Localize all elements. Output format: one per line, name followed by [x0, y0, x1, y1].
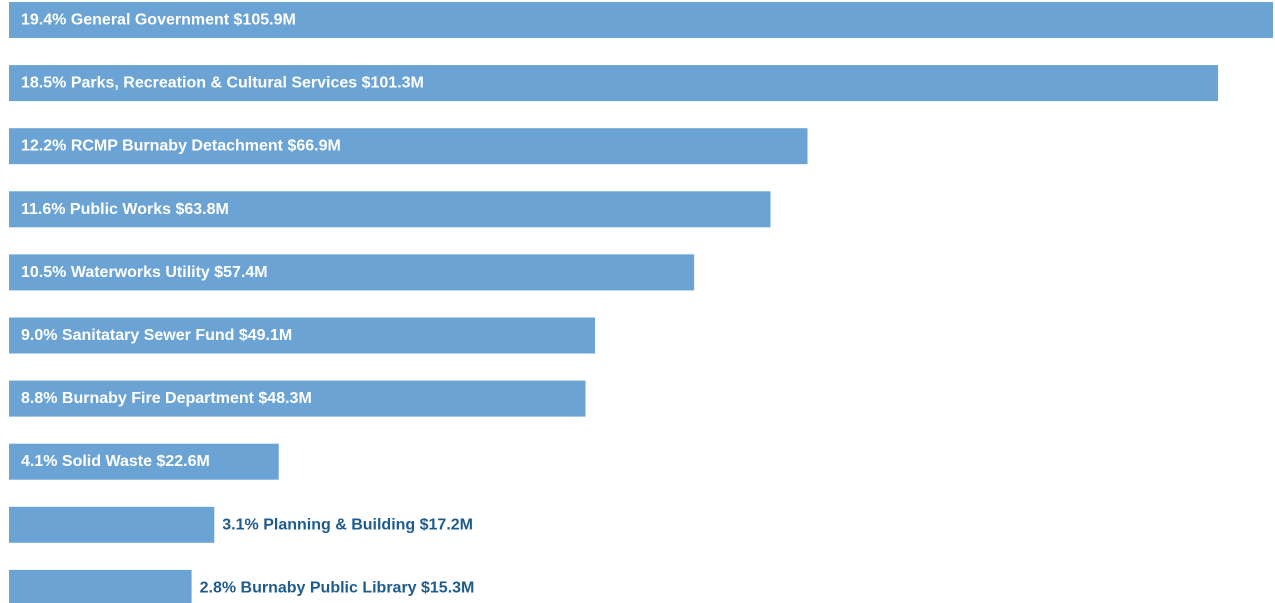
bar-label-10: 2.8% Burnaby Public Library $15.3M [200, 579, 475, 596]
bar-label-9: 3.1% Planning & Building $17.2M [222, 516, 473, 533]
bar-5 [9, 254, 695, 291]
bar-2 [9, 65, 1219, 102]
bar-3 [9, 128, 808, 165]
bar-label-2: 18.5% Parks, Recreation & Cultural Servi… [21, 75, 424, 92]
bar-label-4: 11.6% Public Works $63.8M [21, 201, 229, 218]
bar-6 [9, 317, 596, 354]
bar-label-5: 10.5% Waterworks Utility $57.4M [21, 264, 268, 281]
bar-1 [9, 2, 1273, 38]
bar-label-3: 12.2% RCMP Burnaby Detachment $66.9M [21, 138, 341, 155]
bar-label-6: 9.0% Sanitatary Sewer Fund $49.1M [21, 327, 292, 344]
labels-group: 19.4% General Government $105.9M 18.5% Pa… [21, 12, 474, 597]
bar-label-8: 4.1% Solid Waste $22.6M [21, 453, 210, 470]
bar-8 [9, 443, 279, 480]
bar-7 [9, 380, 586, 417]
bar-10 [9, 569, 192, 603]
bars-group [9, 2, 1273, 603]
bar-label-7: 8.8% Burnaby Fire Department $48.3M [21, 390, 312, 407]
bar-4 [9, 191, 771, 228]
bar-label-1: 19.4% General Government $105.9M [21, 12, 296, 29]
bar-9 [9, 506, 215, 543]
